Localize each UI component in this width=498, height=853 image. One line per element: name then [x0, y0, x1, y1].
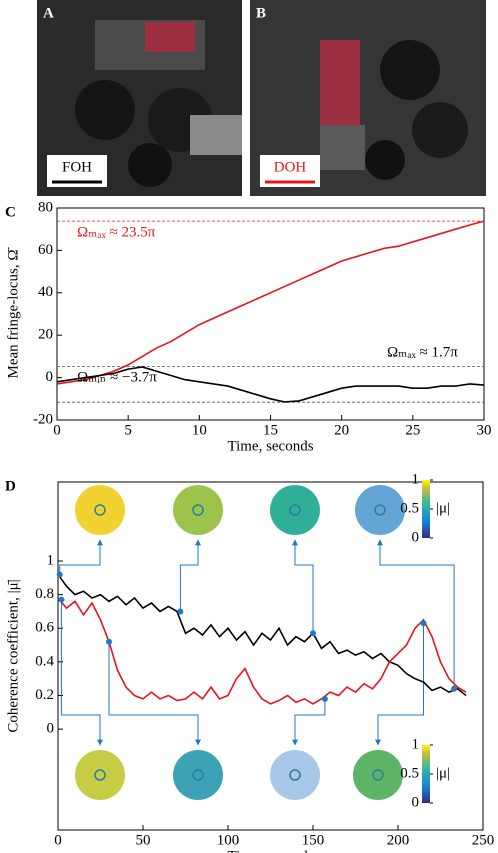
marker [420, 620, 427, 627]
x-tick-label: 0 [53, 422, 61, 438]
panel-label: D [5, 478, 16, 494]
data-line [56, 366, 485, 403]
x-axis-label: Time, seconds [227, 438, 313, 454]
connector [375, 623, 424, 746]
y-tick-label: 20 [38, 327, 53, 343]
x-axis-label: Time, seconds [227, 848, 313, 853]
connector [292, 698, 326, 746]
annotation: Ωₘₐₓ ≈ 23.5π [77, 224, 156, 240]
inset-center [374, 504, 386, 516]
y-tick-label: 60 [38, 242, 53, 258]
photo-b [250, 0, 486, 196]
photo-caption: DOH [274, 159, 307, 175]
y-axis-label: Coherence coefficient, |μ̄| [5, 579, 21, 732]
y-tick-label: 40 [38, 284, 53, 300]
inset-center [94, 504, 106, 516]
panel-label: A [43, 5, 54, 21]
inset-center [192, 504, 204, 516]
inset-center [372, 769, 384, 781]
x-tick-label: 10 [192, 422, 207, 438]
connector [60, 599, 103, 746]
colorbar-label: |μ| [436, 500, 450, 516]
colorbar-tick-label: 0 [412, 529, 420, 545]
y-tick-label: 0 [47, 721, 55, 737]
inset-center [289, 769, 301, 781]
marker [310, 630, 316, 637]
panel-label: B [256, 5, 266, 21]
x-tick-label: 200 [387, 832, 410, 848]
annotation: Ωₘₐₓ ≈ 1.7π [387, 344, 458, 360]
x-tick-label: 0 [54, 832, 62, 848]
marker [56, 571, 63, 578]
colorbar [422, 745, 430, 803]
photo-caption: FOH [62, 159, 92, 175]
y-tick-label: 0.2 [35, 687, 54, 703]
marker [106, 638, 112, 645]
connector [292, 539, 314, 634]
y-axis-label: Mean fringe-locus, Ω̄ [5, 246, 21, 378]
x-tick-label: 30 [477, 422, 492, 438]
colorbar-tick-label: 1 [412, 736, 420, 752]
y-tick-label: 0.6 [35, 620, 54, 636]
x-tick-label: 100 [217, 832, 240, 848]
colorbar-tick-label: 1 [412, 471, 420, 487]
colorbar-tick-label: 0.5 [400, 500, 419, 516]
connector [377, 539, 455, 689]
inset-center [94, 769, 106, 781]
inset-image [75, 750, 125, 800]
y-tick-label: 1 [47, 552, 55, 568]
marker [451, 685, 458, 692]
y-tick-label: 80 [38, 199, 53, 215]
colorbar [422, 480, 430, 538]
inset-image [270, 485, 320, 535]
inset-image [75, 485, 125, 535]
data-line [56, 220, 485, 385]
colorbar-label: |μ| [436, 765, 450, 781]
y-tick-label: 0 [46, 369, 54, 385]
inset-center [289, 504, 301, 516]
marker [321, 695, 328, 702]
x-tick-label: 250 [472, 832, 495, 848]
y-tick-label: 0.4 [35, 653, 54, 669]
colorbar-tick-label: 0 [412, 794, 420, 810]
data-line [57, 597, 467, 705]
colorbar-tick-label: 0.5 [400, 765, 419, 781]
plot-frame [57, 481, 484, 831]
inset-image [173, 485, 223, 535]
data-line [57, 573, 467, 697]
marker [58, 596, 65, 603]
x-tick-label: 5 [124, 422, 132, 438]
x-tick-label: 25 [405, 422, 420, 438]
inset-image [270, 750, 320, 800]
inset-center [192, 769, 204, 781]
y-tick-label: -20 [33, 411, 53, 427]
x-tick-label: 20 [334, 422, 349, 438]
x-tick-label: 150 [302, 832, 325, 848]
panel-label: C [5, 204, 16, 220]
inset-image [353, 750, 403, 800]
x-tick-label: 50 [136, 832, 151, 848]
y-tick-label: 0.8 [35, 586, 54, 602]
connector [59, 539, 103, 575]
x-tick-label: 15 [263, 422, 278, 438]
inset-image [355, 485, 405, 535]
connector [108, 641, 201, 746]
connector [179, 539, 201, 612]
annotation: Ωₘᵢₙ ≈ −3.7π [77, 369, 157, 385]
inset-image [173, 750, 223, 800]
marker [177, 608, 184, 615]
